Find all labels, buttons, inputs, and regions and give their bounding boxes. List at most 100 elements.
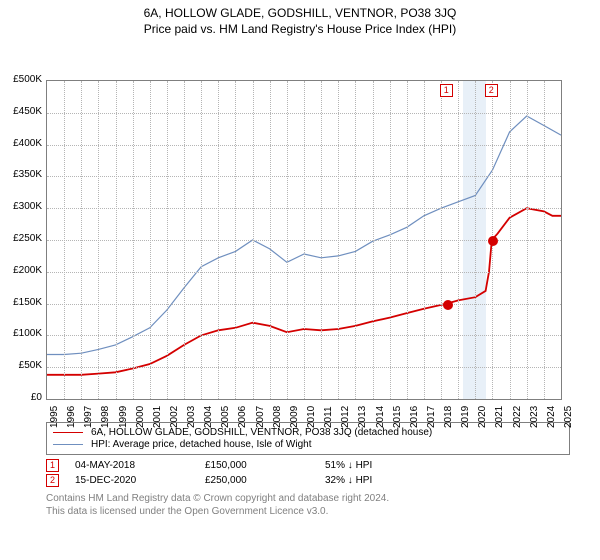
- plot-region: [46, 80, 562, 400]
- gridline-v: [458, 81, 459, 399]
- gridline-v: [253, 81, 254, 399]
- y-axis-label: £200K: [2, 265, 42, 276]
- chart-area: £0 £50K £100K £150K £200K £250K £300K £350K £400…: [0, 36, 600, 416]
- x-axis-label: 1995: [49, 406, 60, 428]
- chart-container: 6A, HOLLOW GLADE, GODSHILL, VENTNOR, PO3…: [0, 0, 600, 518]
- y-axis-label: £400K: [2, 138, 42, 149]
- sale-marker: 2: [485, 84, 498, 97]
- transaction-delta: 32% ↓ HPI: [325, 475, 445, 486]
- gridline-v: [407, 81, 408, 399]
- legend-item: HPI: Average price, detached house, Isle…: [53, 439, 563, 450]
- y-axis-label: £500K: [2, 74, 42, 85]
- x-axis-label: 2023: [529, 406, 540, 428]
- gridline-v: [150, 81, 151, 399]
- gridline-v: [390, 81, 391, 399]
- x-axis-label: 1997: [83, 406, 94, 428]
- titles: 6A, HOLLOW GLADE, GODSHILL, VENTNOR, PO3…: [0, 0, 600, 36]
- x-axis-label: 2018: [443, 406, 454, 428]
- gridline-v: [441, 81, 442, 399]
- x-axis-label: 2014: [375, 406, 386, 428]
- gridline-v: [321, 81, 322, 399]
- transaction-marker: 1: [46, 459, 59, 472]
- gridline-v: [475, 81, 476, 399]
- gridline-v: [218, 81, 219, 399]
- x-axis-label: 2012: [340, 406, 351, 428]
- x-axis-label: 2005: [220, 406, 231, 428]
- y-axis-label: £300K: [2, 201, 42, 212]
- gridline-v: [201, 81, 202, 399]
- transaction-date: 15-DEC-2020: [75, 475, 205, 486]
- x-axis-label: 2015: [392, 406, 403, 428]
- gridline-v: [373, 81, 374, 399]
- gridline-v: [287, 81, 288, 399]
- transactions-table: 1 04-MAY-2018£150,00051% ↓ HPI 2 15-DEC-202…: [0, 459, 600, 487]
- x-axis-label: 2019: [460, 406, 471, 428]
- y-axis-label: £50K: [2, 360, 42, 371]
- x-axis-label: 1998: [100, 406, 111, 428]
- y-axis-label: £100K: [2, 328, 42, 339]
- footer-line1: Contains HM Land Registry data © Crown c…: [46, 493, 600, 506]
- x-axis-label: 2009: [289, 406, 300, 428]
- title-subtitle: Price paid vs. HM Land Registry's House …: [0, 22, 600, 36]
- x-axis-label: 2001: [152, 406, 163, 428]
- gridline-v: [235, 81, 236, 399]
- x-axis-label: 2006: [237, 406, 248, 428]
- sale-dot: [443, 300, 453, 310]
- x-axis-label: 2024: [546, 406, 557, 428]
- legend-swatch: [53, 444, 83, 445]
- gridline-v: [304, 81, 305, 399]
- transaction-price: £250,000: [205, 475, 325, 486]
- x-axis-label: 2000: [135, 406, 146, 428]
- gridline-v: [64, 81, 65, 399]
- sale-dot: [488, 236, 498, 246]
- y-axis-label: £350K: [2, 169, 42, 180]
- x-axis-label: 2010: [306, 406, 317, 428]
- y-axis-label: £250K: [2, 233, 42, 244]
- x-axis-label: 2025: [563, 406, 574, 428]
- x-axis-label: 2022: [512, 406, 523, 428]
- x-axis-label: 2021: [494, 406, 505, 428]
- x-axis-label: 1996: [66, 406, 77, 428]
- transaction-price: £150,000: [205, 460, 325, 471]
- x-axis-label: 2017: [426, 406, 437, 428]
- legend-label: 6A, HOLLOW GLADE, GODSHILL, VENTNOR, PO3…: [91, 427, 432, 438]
- x-axis-label: 2008: [272, 406, 283, 428]
- footer: Contains HM Land Registry data © Crown c…: [46, 493, 600, 518]
- title-address: 6A, HOLLOW GLADE, GODSHILL, VENTNOR, PO3…: [0, 6, 600, 20]
- gridline-v: [424, 81, 425, 399]
- transaction-row: 1 04-MAY-2018£150,00051% ↓ HPI: [46, 459, 600, 472]
- y-axis-label: £0: [2, 392, 42, 403]
- gridline-v: [510, 81, 511, 399]
- transaction-delta: 51% ↓ HPI: [325, 460, 445, 471]
- gridline-v: [98, 81, 99, 399]
- gridline-v: [81, 81, 82, 399]
- x-axis-label: 2007: [255, 406, 266, 428]
- gridline-v: [167, 81, 168, 399]
- gridline-v: [133, 81, 134, 399]
- legend-swatch: [53, 432, 83, 433]
- gridline-v: [544, 81, 545, 399]
- x-axis-label: 2003: [186, 406, 197, 428]
- gridline-v: [355, 81, 356, 399]
- transaction-marker: 2: [46, 474, 59, 487]
- x-axis-label: 1999: [118, 406, 129, 428]
- y-axis-label: £450K: [2, 106, 42, 117]
- gridline-v: [270, 81, 271, 399]
- y-axis-label: £150K: [2, 297, 42, 308]
- transaction-date: 04-MAY-2018: [75, 460, 205, 471]
- x-axis-label: 2004: [203, 406, 214, 428]
- gridline-v: [338, 81, 339, 399]
- gridline-v: [116, 81, 117, 399]
- transaction-row: 2 15-DEC-2020£250,00032% ↓ HPI: [46, 474, 600, 487]
- x-axis-label: 2002: [169, 406, 180, 428]
- gridline-v: [527, 81, 528, 399]
- sale-marker: 1: [440, 84, 453, 97]
- x-axis-label: 2016: [409, 406, 420, 428]
- legend-label: HPI: Average price, detached house, Isle…: [91, 439, 312, 450]
- x-axis-label: 2020: [477, 406, 488, 428]
- x-axis-label: 2013: [357, 406, 368, 428]
- gridline-v: [184, 81, 185, 399]
- legend-item: 6A, HOLLOW GLADE, GODSHILL, VENTNOR, PO3…: [53, 427, 563, 438]
- footer-line2: This data is licensed under the Open Gov…: [46, 506, 600, 519]
- x-axis-label: 2011: [323, 406, 334, 428]
